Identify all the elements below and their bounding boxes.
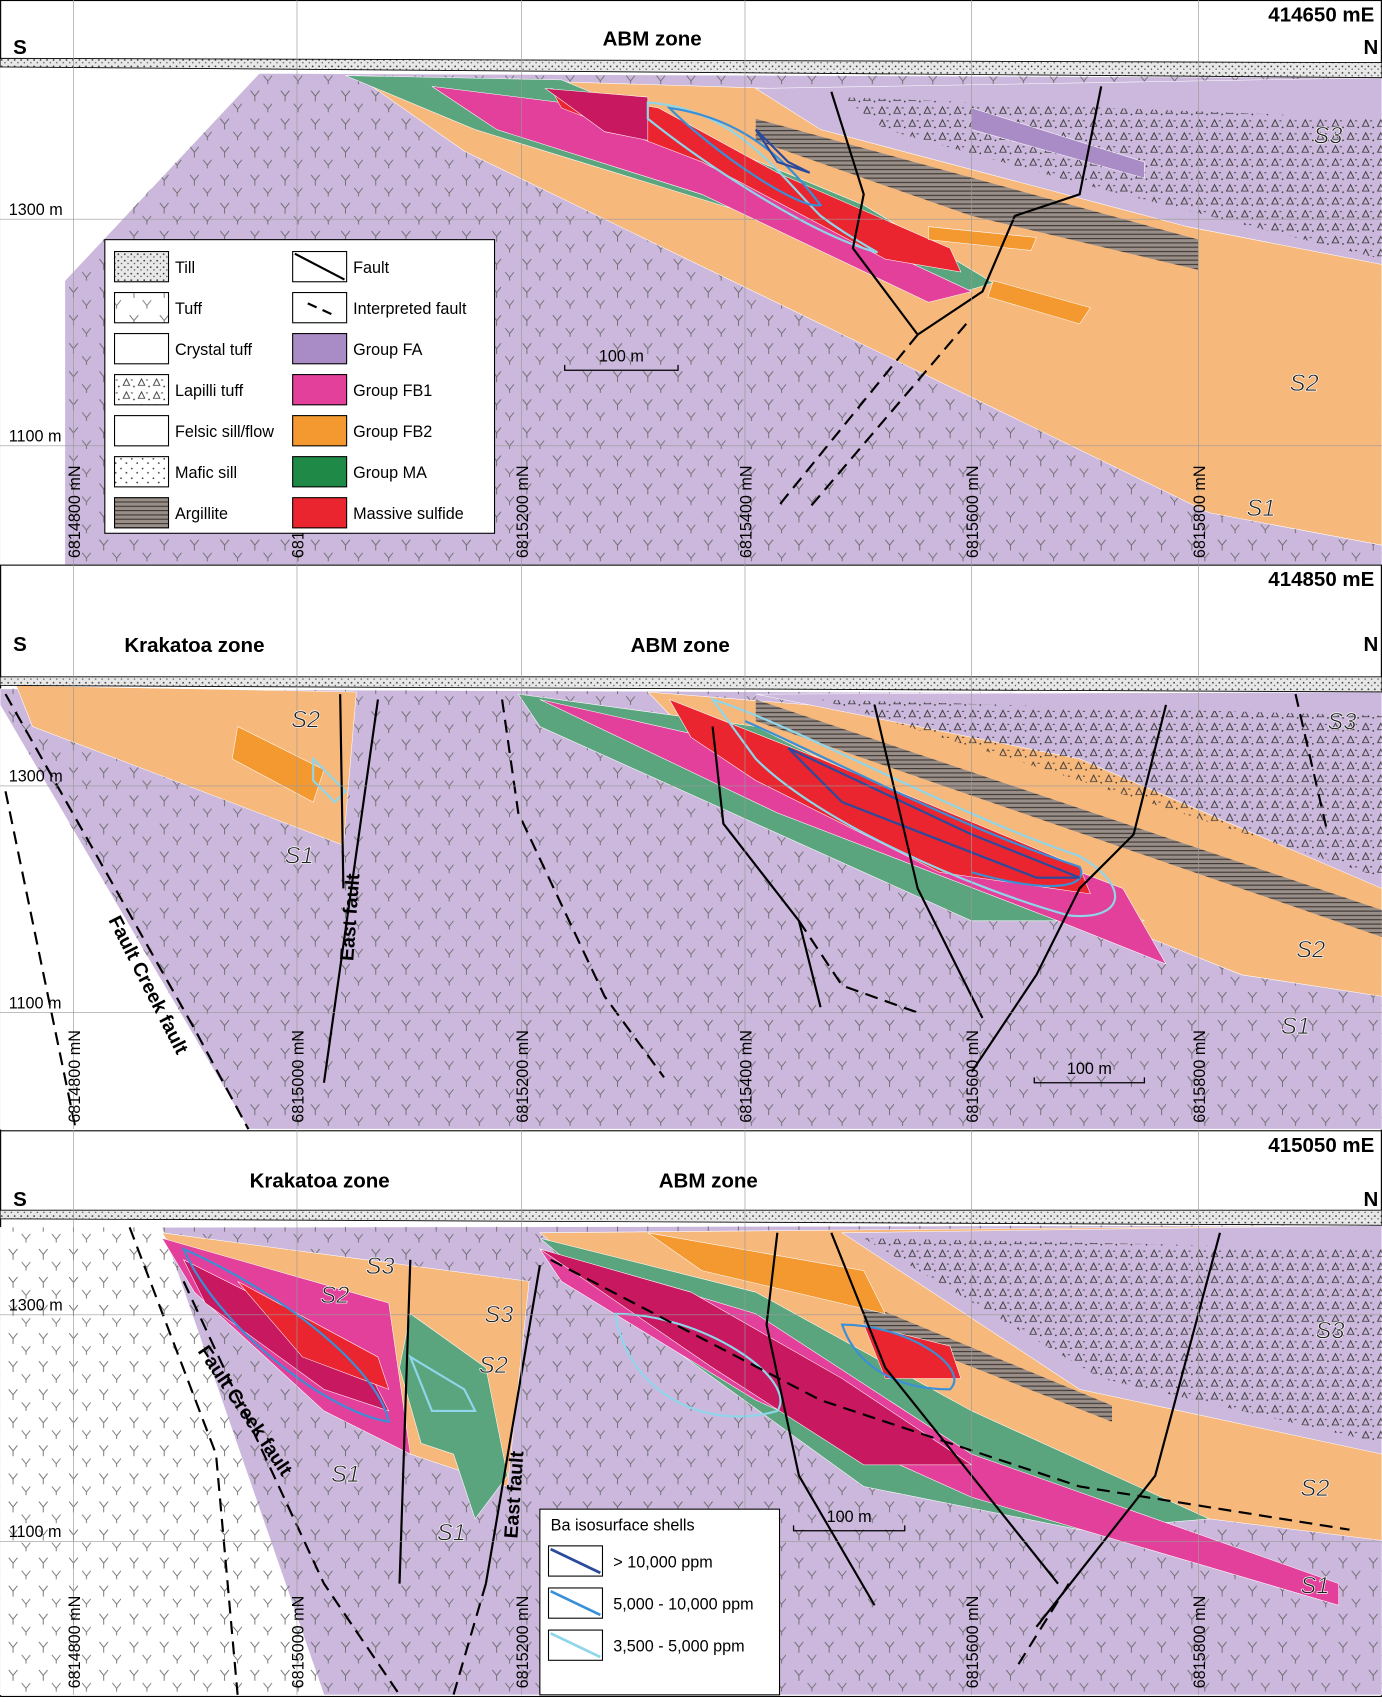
ba-legend-label: 5,000 - 10,000 ppm [613, 1596, 753, 1614]
legend-label: Group MA [353, 464, 427, 482]
legend-swatch [115, 416, 169, 446]
unit-label: S2 [479, 1353, 508, 1379]
northing-label: 6815600 mN [964, 1030, 982, 1123]
north-label: N [1364, 1188, 1379, 1211]
legend-label: Group FB1 [353, 382, 432, 400]
northing-label: 6814800 mN [66, 1030, 84, 1123]
northing-label: 6815200 mN [514, 1596, 532, 1689]
unit-label: S3 [1327, 710, 1356, 736]
elevation-label: 1100 m [9, 1523, 62, 1541]
ba-legend-label: > 10,000 ppm [613, 1553, 712, 1571]
elevation-label: 1100 m [9, 428, 62, 446]
northing-label: 6815600 mN [964, 1596, 982, 1689]
south-label: S [13, 1188, 27, 1211]
northing-label: 6815400 mN [737, 465, 755, 558]
legend-label: Massive sulfide [353, 505, 464, 523]
legend-swatch [293, 293, 347, 323]
legend-swatch [293, 416, 347, 446]
unit-label: S2 [1290, 371, 1319, 397]
unit-label: S3 [1316, 1319, 1345, 1345]
scale-label: 100 m [827, 1508, 872, 1526]
northing-label: 6815400 mN [737, 1030, 755, 1123]
legend-label: Till [175, 259, 195, 277]
elevation-label: 1300 m [9, 1297, 63, 1315]
northing-label: 6815000 mN [289, 1030, 307, 1123]
northing-label: 6815800 mN [1191, 1596, 1209, 1689]
easting-label: 414650 mE [1268, 4, 1374, 27]
unit-label: S3 [1313, 124, 1342, 150]
zone-label: Krakatoa zone [124, 634, 264, 657]
northing-label: 6815800 mN [1191, 465, 1209, 558]
cross-sections: 1300 m1100 m6814800 mN6816815200 mN68154… [0, 0, 1382, 1697]
legend-swatch [115, 457, 169, 487]
elevation-label: 1300 m [9, 768, 63, 786]
unit-label: S3 [484, 1302, 513, 1328]
legend-swatch [115, 252, 169, 282]
northing-label: 6815000 mN [289, 1596, 307, 1689]
northing-label: 681 [289, 531, 307, 558]
northing-label: 6815200 mN [514, 465, 532, 558]
legend-label: Group FA [353, 341, 422, 359]
easting-label: 414850 mE [1268, 568, 1374, 591]
legend-label: Fault [353, 259, 389, 277]
legend-label: Felsic sill/flow [175, 423, 274, 441]
unit-label: S1 [285, 844, 314, 870]
zone-label: ABM zone [631, 634, 730, 657]
zone-label: ABM zone [659, 1169, 758, 1192]
legend-label: Tuff [175, 300, 202, 318]
legend-swatch [115, 334, 169, 364]
zone-label: ABM zone [603, 27, 702, 50]
legend-swatch [115, 498, 169, 528]
legend-label: Argillite [175, 505, 228, 523]
northing-label: 6815200 mN [514, 1030, 532, 1123]
northing-label: 6815800 mN [1191, 1030, 1209, 1123]
elevation-label: 1100 m [9, 994, 62, 1012]
unit-label: S1 [1300, 1573, 1329, 1599]
south-label: S [13, 36, 27, 59]
legend-label: Crystal tuff [175, 341, 253, 359]
ba-legend-label: 3,500 - 5,000 ppm [613, 1638, 744, 1656]
scale-label: 100 m [1067, 1060, 1112, 1078]
zone-label: Krakatoa zone [250, 1169, 390, 1192]
north-label: N [1364, 633, 1379, 656]
legend: Till Tuff Crystal tuff Lapilli tuff Felsic s… [105, 240, 495, 534]
legend-label: Mafic sill [175, 464, 237, 482]
legend-label: Group FB2 [353, 423, 432, 441]
unit-label: S2 [1296, 938, 1325, 964]
south-label: S [13, 633, 27, 656]
northing-label: 6814800 mN [66, 465, 84, 558]
legend-label: Interpreted fault [353, 300, 467, 318]
unit-label: S2 [291, 708, 320, 734]
legend-swatch [293, 498, 347, 528]
unit-label: S2 [320, 1283, 349, 1309]
unit-label: S3 [366, 1254, 395, 1280]
legend-swatch [293, 457, 347, 487]
elevation-label: 1300 m [9, 201, 63, 219]
legend-swatch [115, 375, 169, 405]
ba-legend: Ba isosurface shells > 10,000 ppm 5,000 - … [540, 1509, 780, 1695]
scale-label: 100 m [599, 348, 644, 366]
northing-label: 6815600 mN [964, 465, 982, 558]
legend-swatch [293, 375, 347, 405]
legend-swatch [293, 334, 347, 364]
unit-label: S1 [331, 1462, 360, 1488]
unit-label: S1 [437, 1520, 466, 1546]
legend-swatch [115, 293, 169, 323]
unit-label: S1 [1281, 1014, 1310, 1040]
northing-label: 6814800 mN [66, 1596, 84, 1689]
ba-legend-title: Ba isosurface shells [551, 1517, 695, 1535]
north-label: N [1364, 36, 1379, 59]
unit-label: S1 [1246, 496, 1275, 522]
easting-label: 415050 mE [1268, 1134, 1374, 1157]
legend-label: Lapilli tuff [175, 382, 244, 400]
unit-label: S2 [1300, 1476, 1329, 1502]
